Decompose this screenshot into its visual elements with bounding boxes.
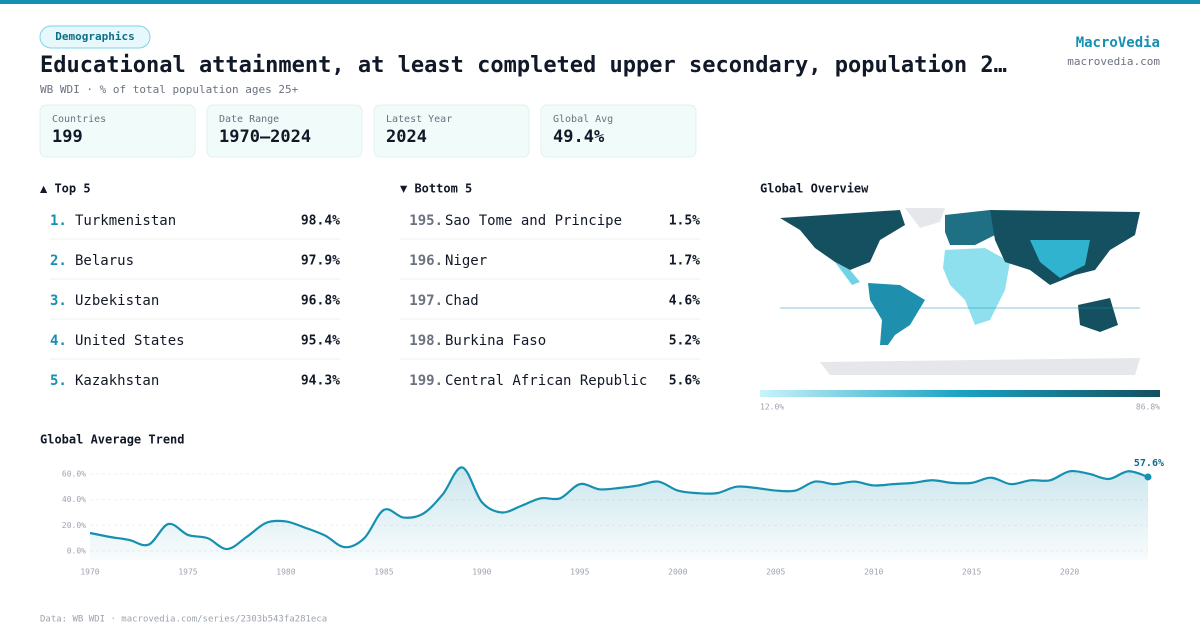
country-value: 95.4%	[301, 334, 340, 349]
rank: 4.	[50, 333, 67, 349]
country-name: United States	[75, 333, 185, 349]
list-heading: ▲ Top 5	[40, 182, 91, 196]
x-tick-label: 2000	[668, 568, 687, 577]
title: Educational attainment, at least complet…	[40, 53, 1007, 78]
legend-max: 86.8%	[1136, 403, 1160, 412]
rank: 5.	[50, 373, 67, 389]
rank: 198.	[409, 333, 443, 349]
badge-text: Demographics	[55, 30, 134, 43]
europe	[945, 210, 995, 245]
x-tick-label: 1985	[374, 568, 393, 577]
stat-cards: Countries 199 Date Range 1970–2024 Latest Ye…	[39, 104, 697, 158]
country-value: 5.6%	[669, 374, 700, 389]
brand: MacroVedia	[1076, 35, 1160, 51]
stat-value: 2024	[386, 127, 427, 147]
country-value: 1.7%	[669, 254, 700, 269]
x-tick-label: 2005	[766, 568, 785, 577]
stat-label: Countries	[52, 114, 106, 125]
y-tick-label: 40.0%	[62, 495, 86, 504]
country-value: 96.8%	[301, 294, 340, 309]
rank-lists: ▲ Top 5 1. Turkmenistan 98.4% 2. Belarus 97.9%…	[40, 182, 700, 390]
world-map	[780, 208, 1140, 375]
y-tick-label: 60.0%	[62, 469, 86, 478]
country-value: 97.9%	[301, 254, 340, 269]
map-title: Global Overview	[760, 182, 869, 196]
badge	[39, 25, 151, 49]
country-name: Belarus	[75, 253, 134, 269]
x-tick-label: 2015	[962, 568, 981, 577]
stat-label: Date Range	[219, 114, 279, 125]
country-name: Sao Tome and Principe	[445, 213, 622, 229]
trend-line	[89, 466, 1149, 551]
end-label: 57.6%	[1134, 458, 1164, 469]
y-tick-label: 0.0%	[67, 547, 86, 556]
stat-label: Latest Year	[386, 114, 452, 125]
country-name: Central African Republic	[445, 373, 647, 389]
trend-chart: 0.0% 20.0% 40.0% 60.0% 1970 1975 1980 1985 1990 1…	[62, 458, 1164, 577]
north-america	[780, 210, 905, 270]
rank: 196.	[409, 253, 443, 269]
country-name: Niger	[445, 253, 487, 269]
end-point	[1144, 473, 1152, 481]
greenland	[905, 208, 945, 228]
list-heading: ▼ Bottom 5	[400, 182, 472, 196]
subtitle: WB WDI · % of total population ages 25+	[40, 83, 299, 96]
country-value: 1.5%	[669, 214, 700, 229]
rank: 3.	[50, 293, 67, 309]
rank: 1.	[50, 213, 67, 229]
legend-min: 12.0%	[760, 403, 784, 412]
stat-card	[540, 104, 697, 158]
x-tick-label: 2020	[1060, 568, 1079, 577]
antarctica	[820, 358, 1140, 375]
legend-gradient	[760, 390, 1160, 397]
stat-value: 1970–2024	[219, 127, 311, 147]
africa	[943, 248, 1010, 325]
stat-value: 199	[52, 127, 83, 147]
country-name: Burkina Faso	[445, 333, 546, 349]
country-name: Kazakhstan	[75, 373, 159, 389]
x-tick-label: 1980	[276, 568, 295, 577]
trend-area	[90, 467, 1148, 560]
country-name: Turkmenistan	[75, 213, 176, 229]
stat-value: 49.4%	[553, 127, 605, 147]
country-name: Chad	[445, 293, 479, 309]
rank: 2.	[50, 253, 67, 269]
x-tick-label: 1970	[80, 568, 99, 577]
country-value: 4.6%	[669, 294, 700, 309]
x-tick-label: 1995	[570, 568, 589, 577]
x-tick-label: 2010	[864, 568, 883, 577]
trend-title: Global Average Trend	[40, 433, 185, 447]
rank: 197.	[409, 293, 443, 309]
country-name: Uzbekistan	[75, 293, 159, 309]
x-tick-label: 1990	[472, 568, 491, 577]
australia	[1078, 298, 1118, 332]
country-value: 98.4%	[301, 214, 340, 229]
south-america	[868, 283, 925, 345]
stat-card	[39, 104, 196, 158]
top-bar	[0, 0, 1200, 4]
central-america	[835, 262, 860, 285]
stat-card	[373, 104, 530, 158]
footer: Data: WB WDI · macrovedia.com/series/230…	[40, 615, 327, 625]
rank: 195.	[409, 213, 443, 229]
south-asia	[1030, 240, 1090, 278]
stat-label: Global Avg	[553, 114, 613, 125]
x-tick-label: 1975	[178, 568, 197, 577]
country-value: 94.3%	[301, 374, 340, 389]
country-value: 5.2%	[669, 334, 700, 349]
rank: 199.	[409, 373, 443, 389]
y-tick-label: 20.0%	[62, 521, 86, 530]
brand-url: macrovedia.com	[1067, 55, 1160, 68]
stat-card	[206, 104, 363, 158]
